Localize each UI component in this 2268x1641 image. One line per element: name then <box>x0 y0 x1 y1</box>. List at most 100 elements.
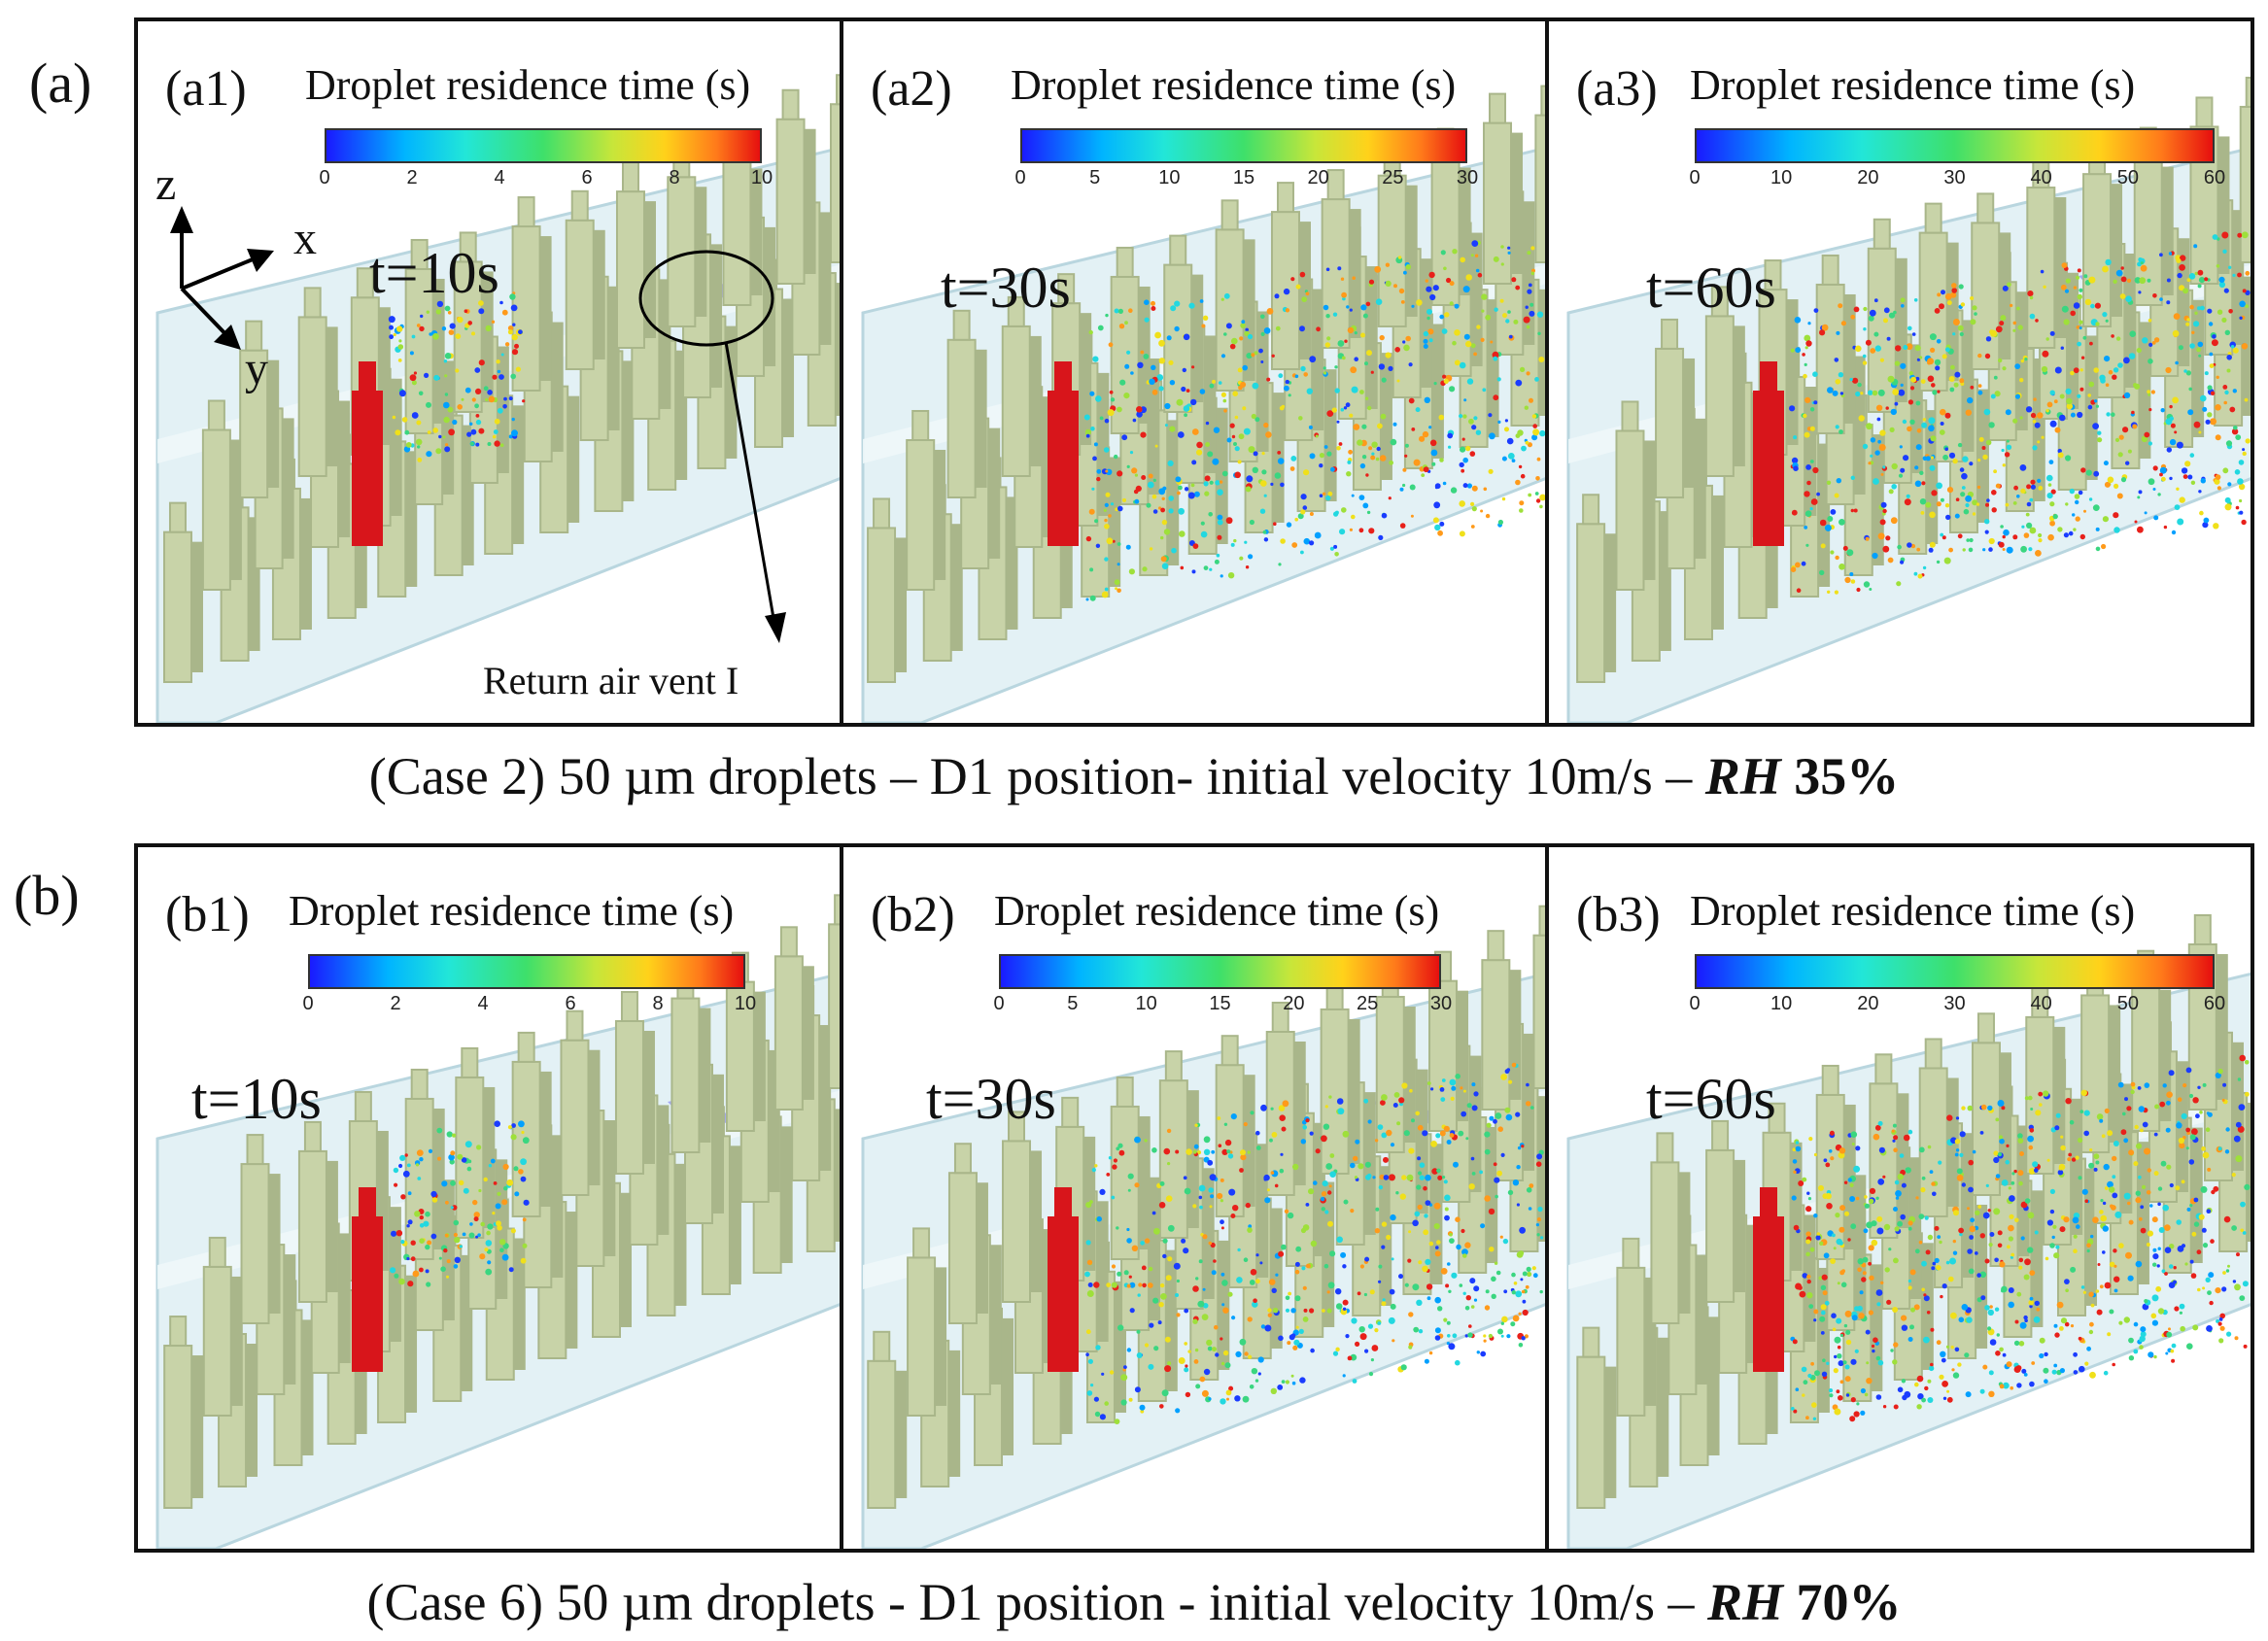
droplet <box>1955 1148 1960 1152</box>
droplet <box>1131 467 1138 474</box>
cabin-scene <box>861 905 1545 1549</box>
droplet <box>2235 1121 2242 1128</box>
droplet <box>2084 298 2092 306</box>
droplet <box>1512 1179 1520 1186</box>
droplet <box>2242 289 2247 293</box>
droplet <box>1827 590 1831 594</box>
droplet <box>1920 379 1926 384</box>
droplet <box>1381 1132 1388 1139</box>
droplet <box>1813 1309 1819 1315</box>
droplet <box>2154 1104 2160 1110</box>
droplet <box>1515 285 1521 291</box>
droplet <box>2224 329 2230 335</box>
droplet <box>2146 1190 2151 1195</box>
droplet <box>1984 1258 1990 1264</box>
droplet <box>2018 1265 2023 1270</box>
droplet <box>1213 1259 1217 1263</box>
caption-rh-value: 70% <box>1782 1573 1902 1631</box>
droplet <box>1093 1282 1100 1288</box>
droplet <box>1855 1196 1860 1201</box>
droplet <box>1127 1188 1131 1192</box>
droplet <box>1329 1171 1336 1178</box>
droplet <box>1837 1282 1840 1285</box>
droplet <box>1321 1191 1327 1197</box>
droplet <box>1259 508 1266 514</box>
droplet <box>2239 1295 2246 1301</box>
droplet <box>1303 1308 1308 1313</box>
droplet <box>2051 1369 2057 1375</box>
droplet <box>403 446 411 453</box>
droplet <box>1839 1333 1843 1338</box>
droplet <box>1088 329 1093 335</box>
droplet <box>1352 1379 1357 1384</box>
droplet <box>1808 1137 1813 1142</box>
droplet <box>1223 292 1230 299</box>
droplet <box>1326 410 1334 417</box>
mannequin <box>1483 92 1524 285</box>
droplet <box>1362 502 1369 509</box>
droplet <box>1092 356 1099 362</box>
droplet <box>510 1228 516 1234</box>
droplet <box>1327 491 1333 496</box>
droplet <box>1340 407 1345 412</box>
droplet <box>1426 308 1432 315</box>
droplet <box>1254 417 1260 423</box>
droplet <box>2128 1149 2135 1156</box>
droplet <box>1423 1229 1429 1236</box>
droplet <box>2073 1234 2078 1239</box>
droplet <box>405 442 412 448</box>
droplet <box>417 458 423 462</box>
droplet <box>1137 361 1144 368</box>
droplet <box>1485 513 1491 519</box>
droplet <box>1490 340 1494 344</box>
droplet <box>2087 393 2091 397</box>
droplet <box>1459 361 1466 369</box>
droplet <box>497 407 503 414</box>
droplet <box>1830 1258 1836 1264</box>
droplet <box>1937 292 1942 297</box>
droplet <box>1527 289 1532 294</box>
droplet <box>1336 1098 1344 1105</box>
droplet <box>2016 1291 2022 1297</box>
droplet <box>1891 484 1897 490</box>
droplet <box>1230 542 1235 547</box>
droplet <box>1805 464 1811 470</box>
droplet <box>1400 300 1405 304</box>
droplet <box>1409 1088 1413 1093</box>
droplet <box>1921 1287 1925 1292</box>
droplet <box>1412 1283 1420 1291</box>
droplet <box>1976 485 1981 490</box>
droplet <box>1977 390 1983 395</box>
droplet <box>1843 1323 1848 1328</box>
droplet <box>1183 333 1190 341</box>
droplet <box>1948 452 1956 459</box>
droplet <box>1385 262 1391 267</box>
droplet <box>1117 588 1121 594</box>
droplet <box>1303 537 1311 545</box>
droplet <box>2027 1247 2034 1253</box>
droplet <box>2084 1361 2089 1366</box>
droplet <box>1521 445 1527 452</box>
droplet <box>1803 413 1807 419</box>
droplet <box>1790 566 1797 572</box>
droplet <box>2006 1144 2010 1147</box>
droplet <box>2144 431 2150 438</box>
droplet <box>2233 1135 2241 1143</box>
droplet <box>2152 488 2156 491</box>
droplet <box>511 333 518 341</box>
droplet <box>1157 1320 1162 1325</box>
droplet <box>2070 1266 2077 1273</box>
droplet <box>2102 1201 2107 1206</box>
droplet <box>2020 545 2027 553</box>
droplet <box>1952 332 1956 336</box>
droplet <box>2148 319 2152 323</box>
droplet <box>1529 310 1535 317</box>
droplet <box>1519 500 1525 506</box>
droplet <box>498 374 504 380</box>
droplet <box>459 1179 464 1185</box>
droplet <box>1470 525 1475 529</box>
droplet <box>1405 264 1412 270</box>
droplet <box>1461 437 1465 441</box>
droplet <box>2077 341 2081 347</box>
droplet <box>1900 1214 1906 1220</box>
